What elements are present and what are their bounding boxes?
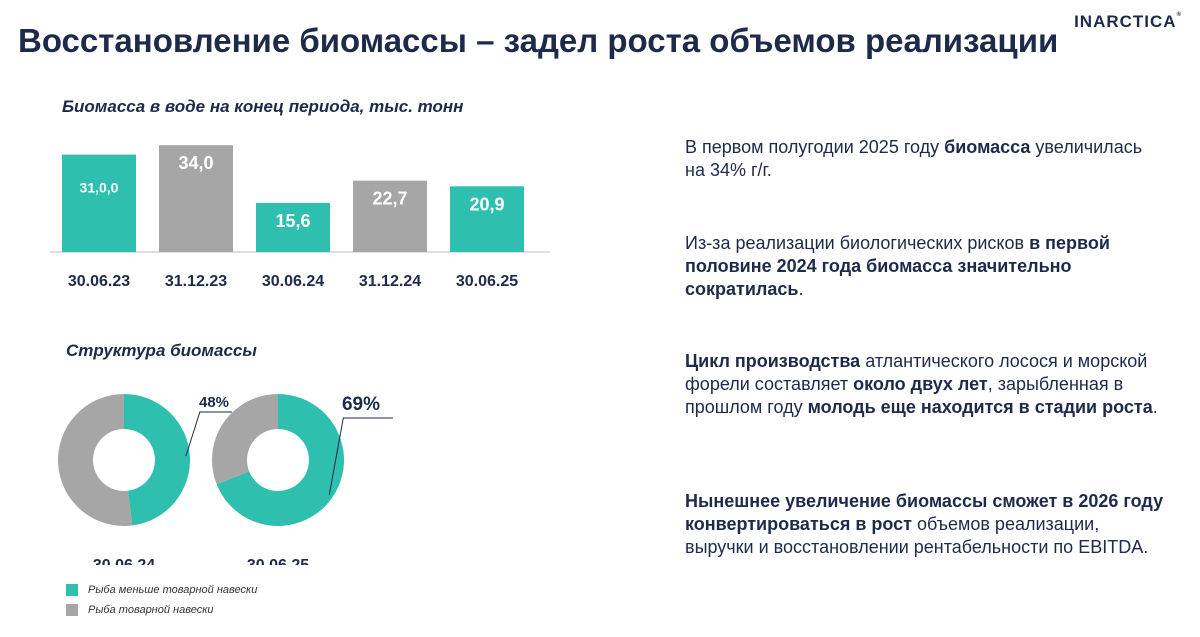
paragraph-run: объемов реализации, выручки и восстановл… xyxy=(685,514,1149,557)
paragraph-run: Из-за реализации биологических рисков xyxy=(685,233,1030,253)
paragraph-run: около двух лет xyxy=(853,374,988,394)
donut-slice-under xyxy=(216,394,344,526)
donut-share-label: 48% xyxy=(199,394,229,411)
paragraph-run: Нынешнее увеличение биомассы сможет в 20… xyxy=(685,491,1164,534)
bar-value-label: 20,9 xyxy=(469,194,504,214)
bar-category-label: 30.06.23 xyxy=(68,273,130,290)
bar-category-label: 30.06.24 xyxy=(262,273,324,290)
donut-slice-market xyxy=(58,394,133,526)
bar-category-label: 31.12.24 xyxy=(359,273,421,290)
legend-swatch-under xyxy=(66,584,78,596)
legend-swatch-market xyxy=(66,604,78,616)
legend-item-market: Рыба товарной навески xyxy=(66,600,257,620)
bar-value-label: 22,7 xyxy=(372,189,407,209)
paragraph-run: биомасса xyxy=(944,137,1031,157)
bar-30.06.24 xyxy=(256,202,330,252)
paragraph-production-cycle: Цикл производства атлантического лосося … xyxy=(685,350,1165,419)
legend-label-under: Рыба меньше товарной навески xyxy=(88,584,258,596)
paragraph-run: . xyxy=(798,279,804,299)
paragraph-run: , зарыбленная в прошлом году xyxy=(685,374,1124,417)
paragraph-run: молодь еще находится в стадии роста xyxy=(807,397,1153,417)
legend-label-market: Рыба товарной навески xyxy=(88,604,214,616)
bar-value-label: 15,6 xyxy=(275,211,310,231)
paragraph-run: атлантического лосося и морской форели с… xyxy=(685,351,1148,394)
biomass-structure-donuts: 30.06.24 48% 30.06.25 69% xyxy=(58,394,393,565)
paragraph-outlook-2026: Нынешнее увеличение биомассы сможет в 20… xyxy=(685,490,1165,559)
bar-31.12.24 xyxy=(353,180,427,252)
bar-value-label: 31,0,0 xyxy=(80,180,119,196)
bar-31.12.23 xyxy=(159,145,233,252)
donut-leader-line xyxy=(185,411,232,457)
donut-slice-market xyxy=(211,394,278,485)
page-title: Восстановление биомассы – задел роста об… xyxy=(18,22,1059,59)
legend-item-under: Рыба меньше товарной навески xyxy=(66,580,257,600)
bar-value-label: 34,0 xyxy=(178,153,213,173)
paragraph-run: в первой половине 2024 года биомасса зна… xyxy=(685,233,1110,299)
donut-date-label: 30.06.24 xyxy=(93,557,155,565)
donut-slice-under xyxy=(124,394,191,526)
donut-leader-line xyxy=(328,417,393,495)
paragraph-run: . xyxy=(1152,397,1158,417)
paragraph-biomass-growth: В первом полугодии 2025 году биомасса ув… xyxy=(685,136,1165,182)
donut-legend: Рыба меньше товарной навески Рыба товарн… xyxy=(66,580,257,620)
donut-chart-subtitle: Структура биомассы xyxy=(66,341,257,360)
brand-logo-text: INARCTICA xyxy=(1074,12,1177,31)
bar-chart-subtitle: Биомасса в воде на конец периода, тыс. т… xyxy=(62,97,464,116)
paragraph-run: В первом полугодии 2025 году xyxy=(685,137,945,157)
brand-logo: INARCTICA® xyxy=(1074,12,1182,32)
donut-date-label: 30.06.25 xyxy=(247,557,309,565)
biomass-bar-chart: 31,0,0 30.06.23 34,0 31.12.23 15,6 30.06.24 22… xyxy=(50,145,550,290)
paragraph-run: увеличилась на 34% г/г. xyxy=(685,137,1143,180)
bar-30.06.23 xyxy=(62,154,136,252)
paragraph-run: Цикл производства xyxy=(685,351,861,371)
registered-mark: ® xyxy=(1176,12,1182,18)
donut-share-label: 69% xyxy=(342,394,380,415)
bar-category-label: 31.12.23 xyxy=(165,273,227,290)
paragraph-biological-risks: Из-за реализации биологических рисков в … xyxy=(685,232,1165,301)
bar-30.06.25 xyxy=(450,186,524,252)
bar-category-label: 30.06.25 xyxy=(456,273,518,290)
